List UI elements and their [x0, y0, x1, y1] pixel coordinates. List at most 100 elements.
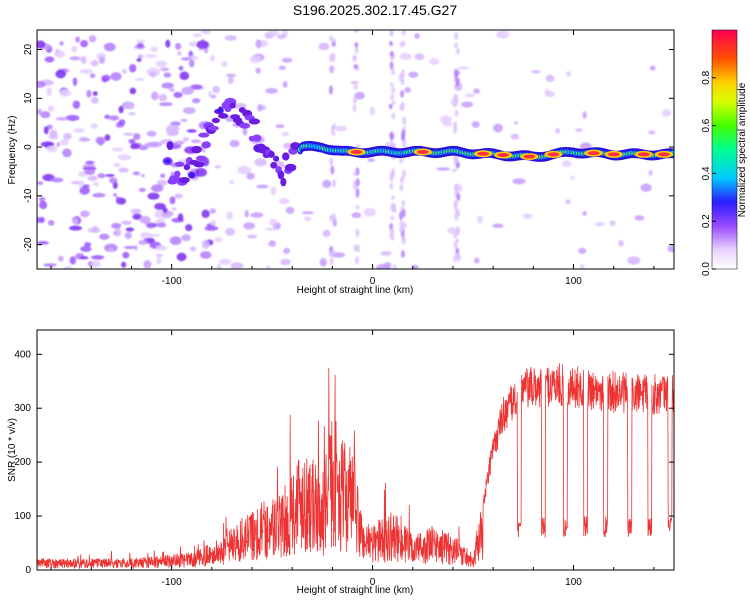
heatmap-cell: [640, 183, 652, 192]
heatmap-cell: [265, 88, 278, 94]
colorbar-ticks: 0.0 0.2 0.4 0.6 0.8: [701, 70, 716, 276]
heatmap-cell: [71, 45, 78, 53]
heatmap-streak: [400, 250, 405, 258]
heatmap-streak: [329, 214, 334, 222]
snr-background: [37, 330, 674, 570]
heatmap-streak: [332, 123, 337, 130]
heatmap-cell: [121, 69, 127, 74]
y-tick-label: -10: [23, 188, 34, 203]
ridge-cell: [273, 155, 280, 162]
heatmap-cell: [169, 196, 176, 205]
heatmap-streak: [353, 96, 358, 104]
chart-title: S196.2025.302.17.45.G27: [292, 2, 458, 18]
heatmap-cell: [582, 211, 587, 216]
heatmap-cell: [69, 256, 76, 265]
heatmap-cell: [226, 211, 233, 220]
heatmap-cell: [57, 255, 64, 262]
heatmap-streak: [389, 131, 394, 142]
heatmap-cell: [146, 130, 157, 137]
heatmap-cell: [49, 129, 58, 139]
ridge-peak: [547, 152, 560, 157]
heatmap-streak: [354, 42, 359, 48]
heatmap-cell: [201, 209, 210, 219]
heatmap-cell: [492, 223, 504, 229]
heatmap-cell: [125, 227, 135, 232]
heatmap-streak: [353, 171, 358, 177]
heatmap-streak: [389, 50, 394, 57]
heatmap-cell: [103, 42, 116, 52]
ridge-cell: [173, 170, 181, 178]
heatmap-cell: [237, 165, 251, 175]
heatmap-cell: [123, 245, 137, 250]
heatmap-cell: [512, 178, 526, 185]
heatmap-cell: [594, 221, 606, 227]
heatmap-cell: [282, 81, 288, 88]
heatmap-streak: [388, 40, 393, 47]
heatmap-cell: [243, 222, 256, 230]
heatmap-cell: [92, 225, 98, 233]
heatmap-cell: [195, 167, 207, 177]
ridge-cell: [280, 177, 287, 187]
spectrogram-frame: [36, 29, 675, 270]
heatmap-cell: [37, 240, 49, 245]
heatmap-cell: [169, 236, 182, 246]
heatmap-cell: [138, 239, 148, 245]
x-tick-label: 0: [370, 276, 376, 287]
heatmap-cell: [150, 46, 159, 52]
colorbar-gradient: [711, 29, 738, 270]
heatmap-cell: [128, 138, 136, 144]
heatmap-cell: [104, 114, 110, 120]
heatmap-cell: [173, 140, 185, 145]
heatmap-cell: [363, 207, 377, 217]
heatmap-cell: [113, 193, 118, 197]
heatmap-cell: [264, 227, 279, 231]
heatmap-cell: [210, 219, 217, 226]
heatmap-cell: [118, 119, 126, 126]
heatmap-cell: [115, 196, 121, 205]
heatmap-streak: [453, 232, 458, 239]
heatmap-streak: [454, 199, 459, 207]
heatmap-cell: [461, 101, 474, 108]
heatmap-cell: [181, 57, 191, 61]
heatmap-cell: [137, 54, 144, 59]
heatmap-cell: [134, 77, 145, 81]
heatmap-cell: [59, 41, 64, 46]
heatmap-cell: [322, 229, 331, 238]
heatmap-streak: [454, 32, 459, 40]
heatmap-cell: [278, 198, 290, 205]
heatmap-cell: [104, 134, 111, 141]
heatmap-cell: [225, 228, 235, 236]
heatmap-streak: [392, 205, 397, 214]
heatmap-cell: [90, 97, 99, 104]
ridge-cell: [166, 141, 174, 151]
heatmap-streak: [354, 30, 359, 34]
heatmap-cell: [162, 214, 172, 219]
heatmap-cell: [214, 165, 222, 169]
heatmap-cell: [99, 233, 110, 240]
heatmap-cell: [249, 55, 262, 64]
x-tick-label: 100: [565, 276, 582, 287]
heatmap-streak: [390, 170, 395, 179]
heatmap-cell: [80, 56, 87, 64]
heatmap-cell: [128, 112, 136, 116]
heatmap-cell: [350, 80, 359, 85]
heatmap-cell: [383, 262, 392, 269]
ridge-peak: [416, 149, 429, 154]
heatmap-cell: [75, 36, 80, 43]
heatmap-cell: [575, 128, 583, 132]
heatmap-cell: [180, 118, 188, 123]
ridge-cell: [282, 152, 290, 161]
ridge-cell: [239, 122, 251, 129]
heatmap-cell: [60, 139, 69, 146]
colorbar-tick-label: 0.4: [701, 166, 712, 180]
heatmap-cell: [111, 222, 122, 229]
heatmap-cell: [522, 213, 533, 219]
heatmap-cell: [163, 72, 172, 78]
heatmap-cell: [168, 88, 175, 92]
heatmap-streak: [389, 182, 394, 190]
spectrogram-ridge: [162, 97, 674, 187]
heatmap-streak: [454, 42, 459, 49]
heatmap-cell: [319, 257, 327, 267]
heatmap-cell: [98, 56, 106, 64]
heatmap-cell: [530, 69, 541, 74]
